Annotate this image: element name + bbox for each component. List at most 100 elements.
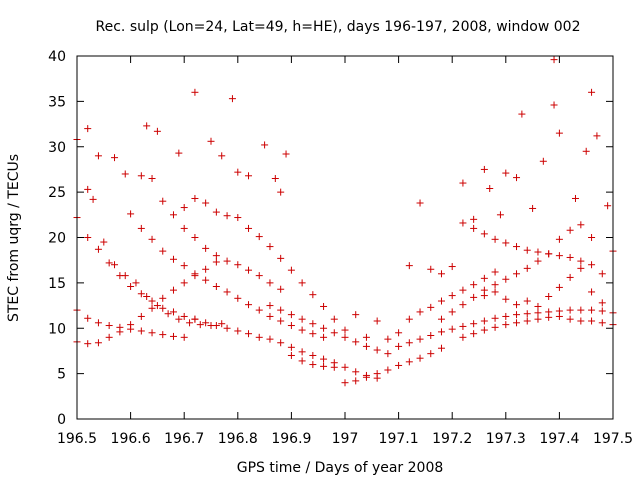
data-point — [212, 283, 220, 291]
data-point — [437, 270, 445, 278]
data-point — [127, 321, 135, 329]
x-tick-label: 197.4 — [539, 431, 579, 447]
data-point — [480, 274, 488, 282]
data-point — [545, 292, 553, 300]
data-point — [287, 351, 295, 359]
data-point — [223, 324, 231, 332]
data-point — [298, 315, 306, 323]
data-point — [320, 333, 328, 341]
data-point — [148, 235, 156, 243]
data-point — [459, 179, 467, 187]
data-point — [153, 127, 161, 135]
data-point — [545, 250, 553, 258]
data-point — [111, 154, 119, 162]
data-point — [111, 261, 119, 269]
data-point — [320, 302, 328, 310]
data-point — [309, 351, 317, 359]
data-point — [352, 368, 360, 376]
data-point — [175, 315, 183, 323]
data-point — [159, 331, 167, 339]
data-point — [105, 259, 113, 267]
data-point — [309, 361, 317, 369]
data-point — [116, 328, 124, 336]
y-tick-label: 10 — [48, 321, 66, 337]
data-point — [529, 204, 537, 212]
data-point — [245, 330, 253, 338]
data-point — [137, 172, 145, 180]
data-point — [588, 306, 596, 314]
data-point — [341, 326, 349, 334]
data-point — [566, 253, 574, 261]
data-point — [448, 308, 456, 316]
data-point — [491, 235, 499, 243]
y-tick-label: 20 — [48, 231, 66, 247]
data-point — [545, 313, 553, 321]
data-point — [480, 317, 488, 325]
data-point — [287, 343, 295, 351]
data-point — [437, 344, 445, 352]
data-point — [277, 317, 285, 325]
data-point — [550, 56, 558, 64]
data-point — [169, 286, 177, 294]
data-point — [212, 258, 220, 266]
data-point — [309, 291, 317, 299]
data-point — [395, 342, 403, 350]
y-tick-label: 0 — [57, 412, 66, 428]
data-point — [588, 234, 596, 241]
data-point — [534, 302, 542, 310]
data-point — [523, 310, 531, 318]
data-point — [137, 224, 145, 232]
data-point — [169, 211, 177, 219]
x-axis-ticks: 196.5 196.6 196.7 196.8 196.9 197 197.1 197.2 19… — [57, 56, 633, 447]
data-point — [191, 234, 199, 241]
data-point — [159, 304, 167, 312]
x-tick-label: 196.5 — [57, 431, 97, 447]
data-point — [598, 299, 606, 307]
x-tick-label: 196.8 — [218, 431, 258, 447]
data-point — [148, 175, 156, 183]
data-point — [523, 317, 531, 325]
data-point — [555, 312, 563, 320]
data-point — [245, 224, 253, 232]
data-point — [448, 292, 456, 300]
data-point — [352, 338, 360, 346]
data-point — [143, 292, 151, 300]
data-point — [459, 286, 467, 294]
data-point — [218, 320, 226, 328]
data-point — [159, 197, 167, 205]
data-point — [566, 273, 574, 281]
data-point — [153, 302, 161, 310]
data-point — [588, 317, 596, 325]
data-point — [100, 238, 108, 246]
data-point — [459, 322, 467, 330]
data-point — [169, 308, 177, 316]
data-point — [577, 257, 585, 265]
data-point — [513, 174, 521, 182]
data-point — [373, 346, 381, 354]
y-axis-ticks: 0 5 10 15 20 25 30 35 40 — [48, 49, 613, 428]
data-point — [566, 226, 574, 234]
data-point — [148, 297, 156, 305]
data-point — [132, 279, 140, 287]
data-point — [180, 279, 188, 287]
data-point — [191, 194, 199, 202]
data-point — [470, 293, 478, 301]
data-point — [577, 221, 585, 229]
data-point — [164, 310, 172, 318]
data-point — [137, 312, 145, 320]
data-point — [427, 265, 435, 273]
data-point — [255, 272, 263, 280]
data-point — [427, 332, 435, 340]
data-point — [180, 333, 188, 341]
data-point — [127, 283, 135, 291]
data-point — [169, 332, 177, 340]
x-tick-label: 197.5 — [593, 431, 633, 447]
data-point — [341, 333, 349, 341]
data-point — [523, 246, 531, 254]
data-point — [448, 263, 456, 271]
data-point — [362, 373, 370, 381]
data-point — [502, 275, 510, 283]
data-point — [287, 322, 295, 330]
data-point — [502, 169, 510, 177]
data-point — [416, 335, 424, 343]
